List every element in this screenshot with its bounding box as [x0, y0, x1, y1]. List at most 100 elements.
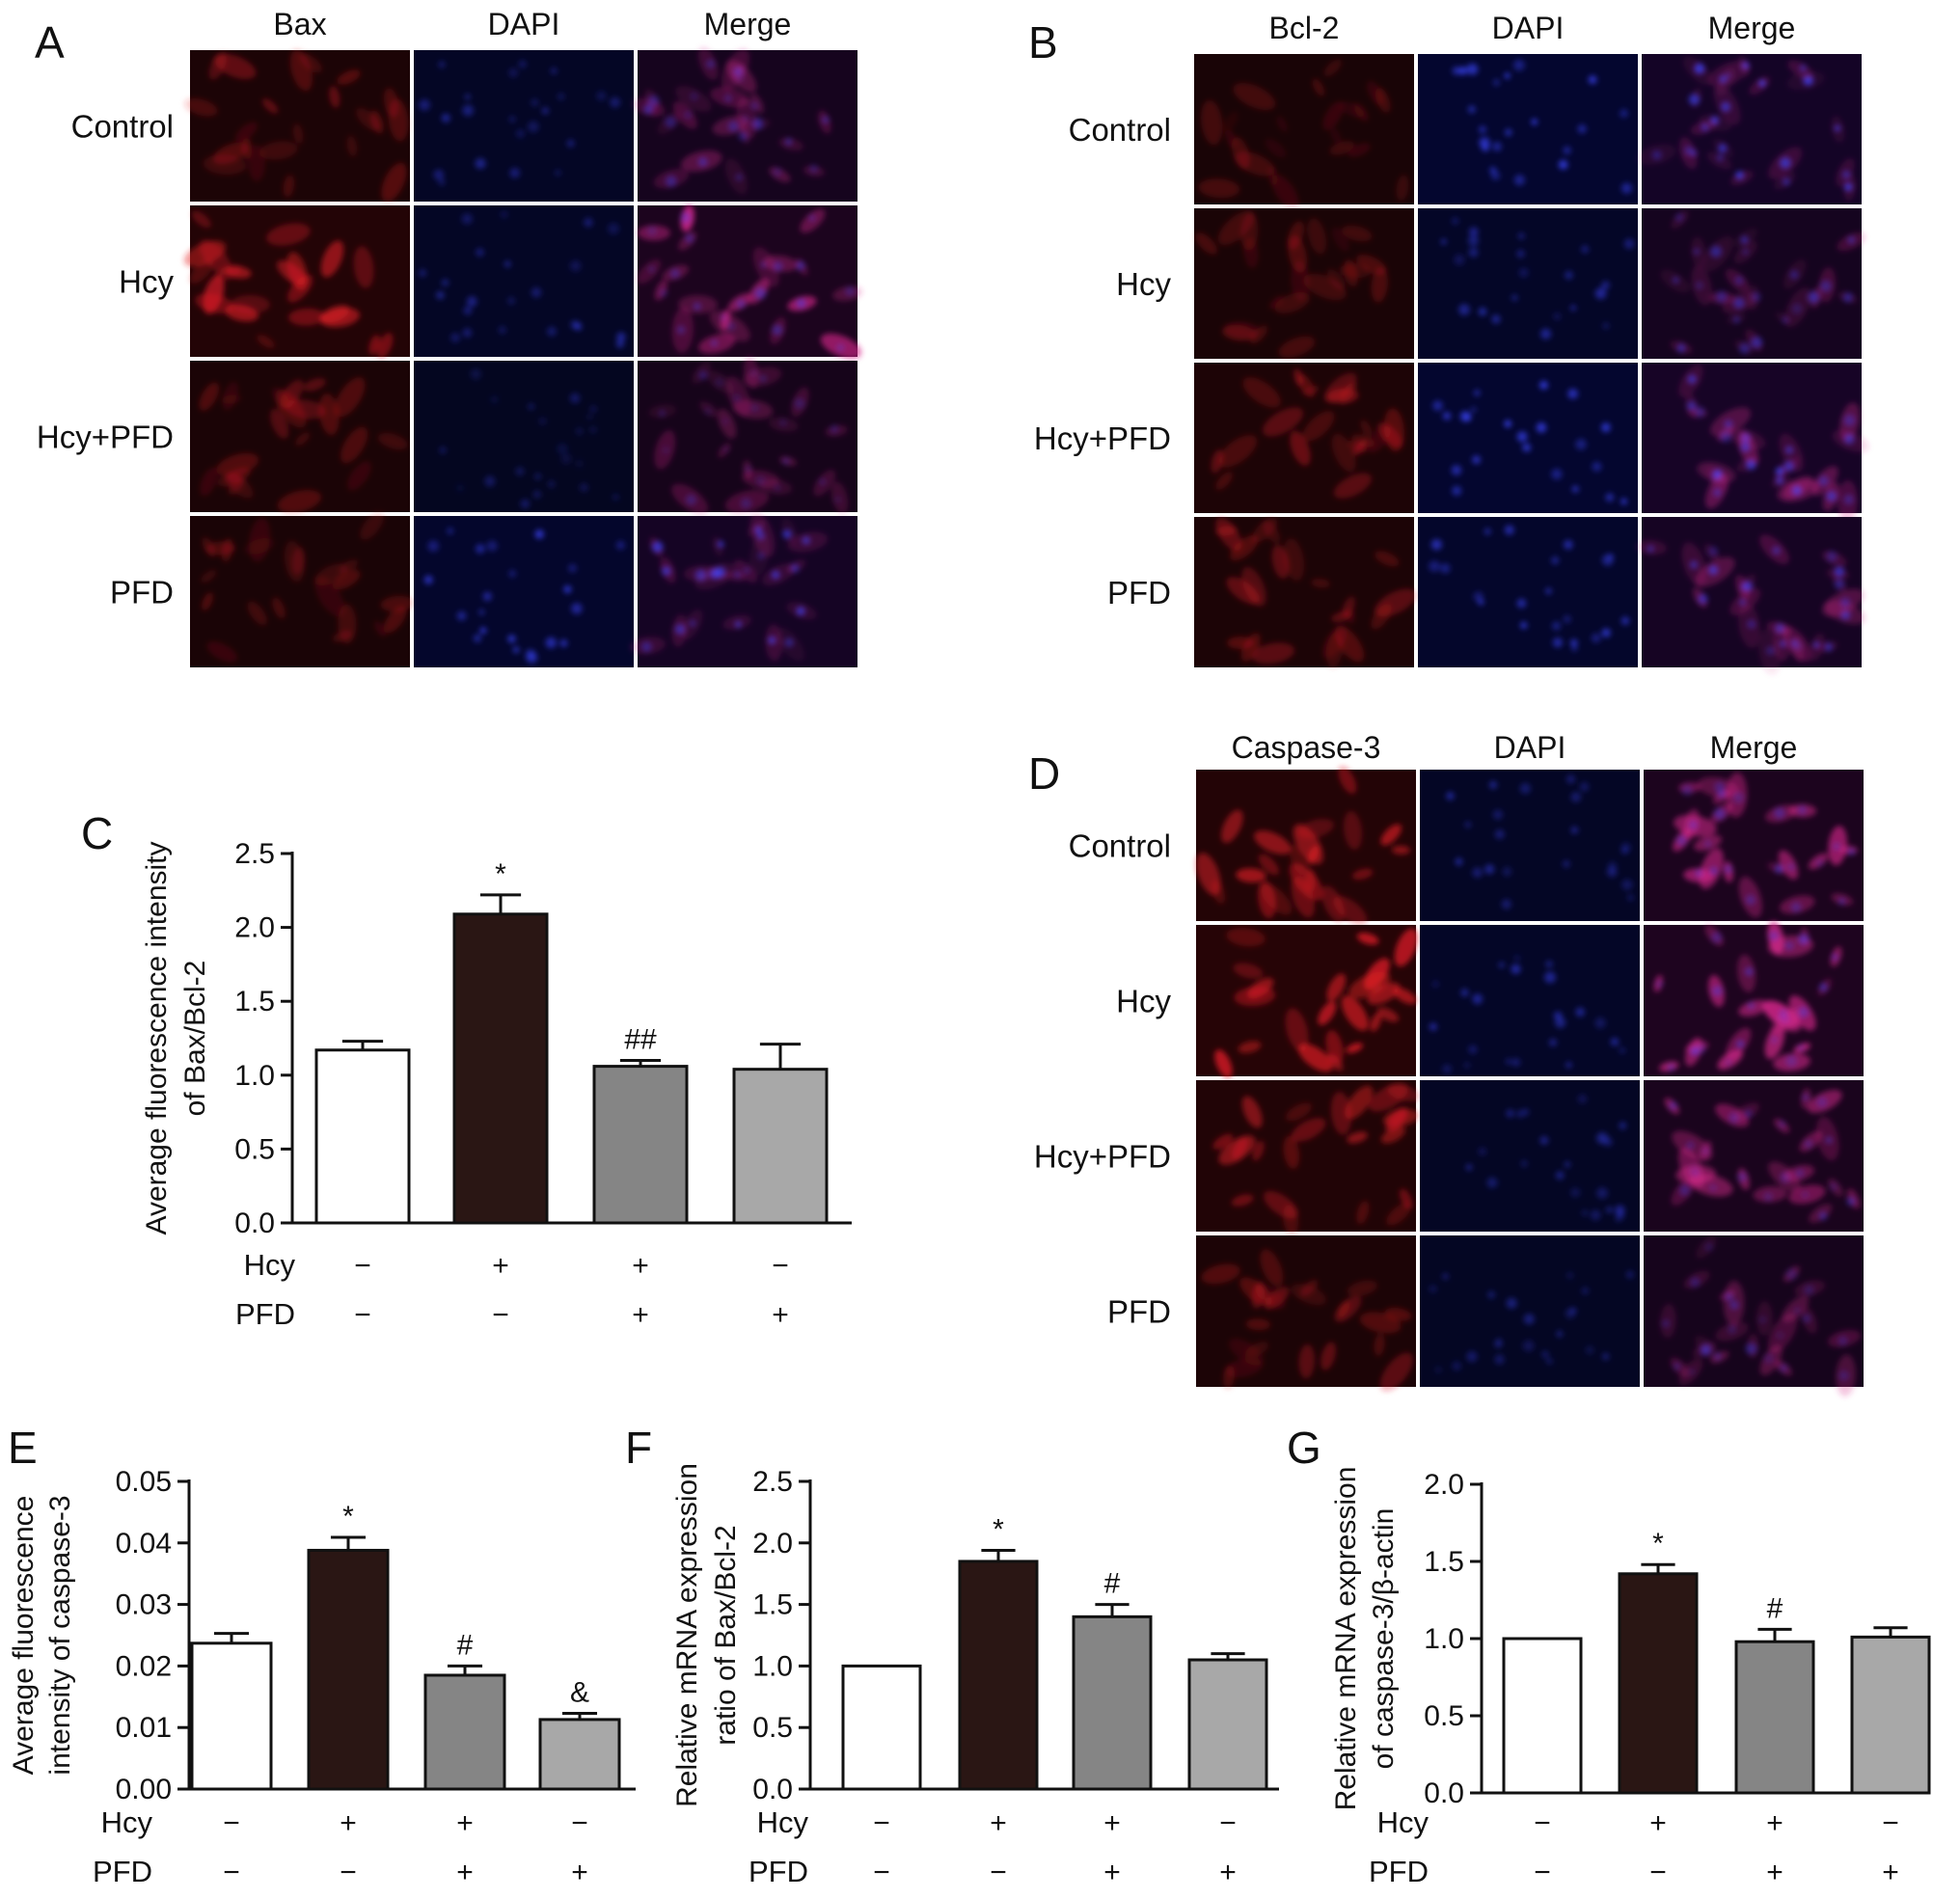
cell [1271, 544, 1290, 580]
nucleus [706, 59, 715, 68]
nucleus [1818, 1211, 1828, 1220]
nucleus [1779, 1009, 1787, 1017]
nucleus [1772, 546, 1781, 555]
cell [1307, 845, 1320, 865]
nucleus [759, 374, 767, 383]
nucleus [1747, 1001, 1756, 1010]
nucleus [1513, 175, 1525, 186]
bar-chart-g: G 0.0 0.5 1.0 1.5 2.0 Relative mRNA expression… [1287, 1423, 1931, 1888]
nucleus [1824, 642, 1834, 652]
nucleus [1551, 621, 1562, 631]
nucleus [1577, 123, 1587, 134]
nucleus [1465, 1163, 1473, 1171]
row-label: PFD [1107, 1294, 1171, 1330]
cell-blobs [1195, 210, 1388, 359]
cell [1245, 1318, 1271, 1331]
nucleus [1700, 1344, 1711, 1356]
nucleus [1570, 826, 1579, 834]
nucleus [462, 104, 475, 117]
cell [319, 305, 350, 324]
row-label: Hcy+PFD [1034, 420, 1171, 456]
nucleus [685, 233, 694, 243]
nucleus [507, 635, 516, 643]
nucleus [1513, 955, 1520, 962]
nucleus [1565, 270, 1573, 280]
cell [1212, 1133, 1234, 1150]
cell [381, 162, 407, 203]
nucleus [1486, 1177, 1498, 1188]
significance-mark: * [1652, 1528, 1664, 1560]
nucleus [589, 425, 597, 434]
cell [189, 259, 214, 285]
cell [376, 333, 394, 359]
nucleus [1478, 307, 1487, 316]
y-tick-label: 0.03 [116, 1589, 172, 1621]
cell [368, 335, 380, 355]
column-title: Merge [1710, 730, 1798, 765]
nucleus [1766, 646, 1775, 656]
nucleus [1776, 476, 1783, 485]
nucleus [735, 621, 742, 628]
nucleus [782, 457, 790, 465]
nucleus [1647, 545, 1654, 553]
nucleus [1601, 554, 1614, 566]
nucleus [557, 443, 568, 454]
column-title: DAPI [1494, 730, 1566, 765]
nucleus [1688, 820, 1699, 830]
cell [1383, 408, 1404, 452]
nucleus [794, 397, 805, 409]
nucleus [615, 339, 625, 348]
cell [1334, 626, 1365, 663]
cell-blobs [1664, 1088, 1861, 1223]
nucleus [1594, 1017, 1606, 1029]
nucleus [1690, 149, 1697, 156]
nucleus [1620, 842, 1631, 853]
nucleus [610, 96, 621, 108]
nucleus [1563, 860, 1570, 868]
micrograph-image [1420, 770, 1640, 921]
cell [1370, 1013, 1382, 1032]
cell-blobs [1452, 59, 1633, 194]
cell [1262, 520, 1281, 544]
nucleus [1484, 864, 1495, 875]
bar-chart-c: C 0.0 0.5 1.0 1.5 2.0 2.5 Average fluorescence … [81, 808, 852, 1331]
micrograph-image [1420, 925, 1640, 1076]
cell [1307, 217, 1327, 255]
cell-blobs [184, 49, 409, 203]
micrograph-image [1644, 925, 1864, 1076]
cell-blobs [1214, 927, 1418, 1078]
nucleus [690, 92, 698, 101]
micrograph-image [414, 50, 634, 202]
nucleus [717, 540, 724, 548]
nucleus [1607, 861, 1618, 871]
nucleus [1704, 1242, 1714, 1252]
condition-sign: − [223, 1807, 240, 1839]
micrograph-panel-b: B Bcl-2 DAPI Merge Control Hcy Hcy+PFD PFD [1028, 11, 1869, 675]
nucleus [1602, 322, 1610, 330]
cell [353, 246, 374, 288]
cell-blobs [1201, 1249, 1413, 1392]
nucleus [555, 170, 561, 176]
nucleus [1725, 1059, 1732, 1066]
nucleus [790, 563, 800, 573]
nucleus [1492, 142, 1502, 151]
cell [329, 86, 340, 108]
nucleus [508, 68, 519, 78]
y-tick-label: 1.0 [752, 1650, 793, 1682]
nucleus [715, 566, 726, 578]
nucleus [486, 540, 498, 552]
column-title: DAPI [488, 7, 560, 41]
panel-letter-b: B [1028, 17, 1058, 68]
nucleus [438, 178, 446, 186]
nucleus [808, 214, 815, 222]
nucleus [1732, 315, 1740, 323]
cell-blobs [632, 47, 831, 195]
cell [1283, 1135, 1300, 1169]
nucleus [1468, 247, 1479, 258]
nucleus [715, 377, 724, 388]
nucleus [1455, 857, 1463, 866]
nucleus [547, 480, 556, 488]
nucleus [1790, 902, 1802, 913]
nucleus [785, 138, 793, 146]
cell [259, 141, 298, 160]
